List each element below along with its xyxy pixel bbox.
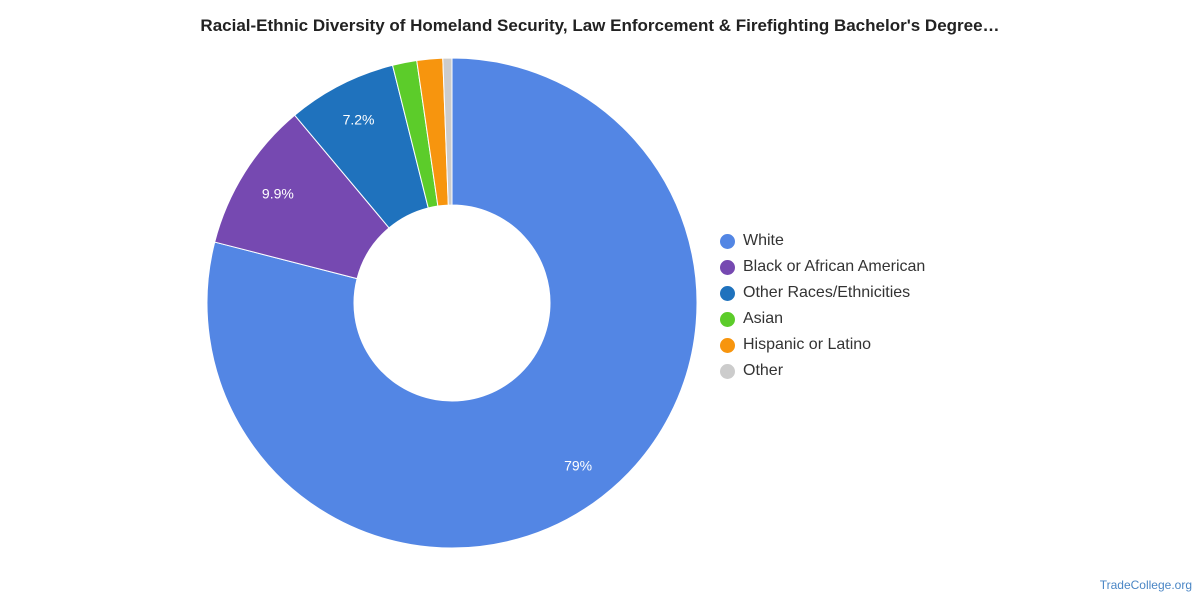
legend-label: Black or African American — [743, 258, 926, 275]
legend-item-other[interactable]: Other — [720, 358, 925, 384]
legend-label: Hispanic or Latino — [743, 336, 872, 353]
source-credit[interactable]: TradeCollege.org — [1099, 578, 1192, 592]
legend-swatch — [720, 363, 735, 379]
data-label-white: 79% — [564, 458, 592, 474]
legend-swatch — [720, 311, 735, 327]
legend-label: White — [743, 232, 784, 249]
legend-item-black-or-african-american[interactable]: Black or African American — [720, 254, 925, 280]
legend-item-other-races-ethnicities[interactable]: Other Races/Ethnicities — [720, 280, 925, 306]
data-label-black-or-african-american: 9.9% — [262, 185, 294, 201]
legend-label: Other — [743, 362, 784, 379]
legend-swatch — [720, 337, 735, 353]
legend: White Black or African American Other Ra… — [720, 228, 925, 384]
legend-swatch — [720, 233, 735, 249]
legend-item-white[interactable]: White — [720, 228, 925, 254]
legend-item-hispanic-or-latino[interactable]: Hispanic or Latino — [720, 332, 925, 358]
data-label-other-races-ethnicities: 7.2% — [343, 112, 375, 128]
legend-swatch — [720, 259, 735, 275]
slice-other[interactable] — [442, 57, 453, 206]
legend-label: Other Races/Ethnicities — [743, 284, 911, 301]
chart-title: Racial-Ethnic Diversity of Homeland Secu… — [200, 16, 1000, 35]
legend-item-asian[interactable]: Asian — [720, 306, 925, 332]
slice-white[interactable] — [206, 57, 698, 549]
legend-swatch — [720, 285, 735, 301]
legend-label: Asian — [743, 310, 784, 327]
